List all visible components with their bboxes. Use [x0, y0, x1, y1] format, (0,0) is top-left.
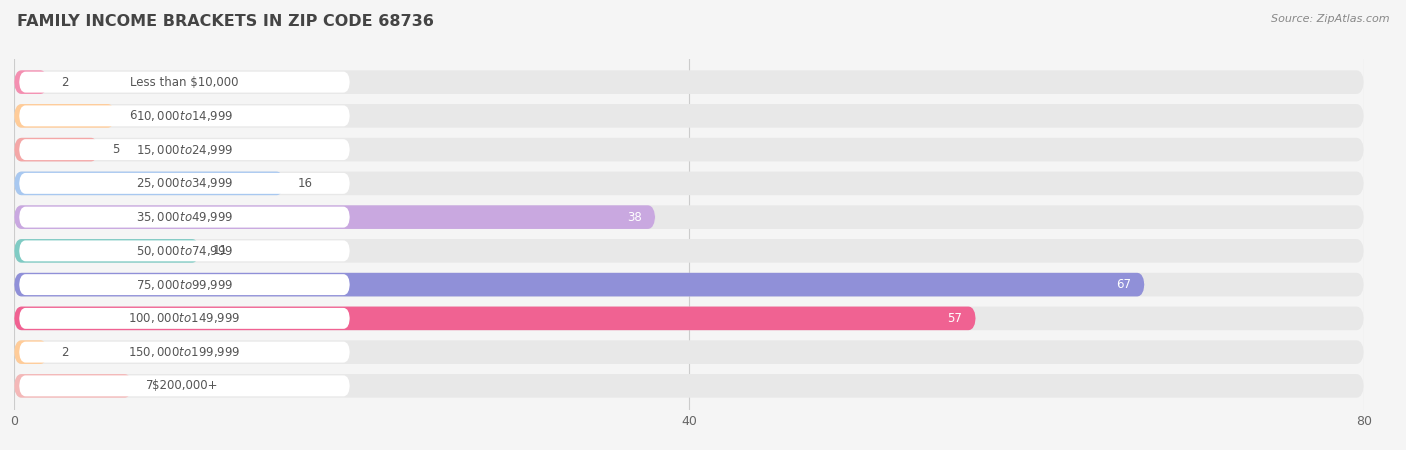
Text: $25,000 to $34,999: $25,000 to $34,999 [136, 176, 233, 190]
FancyBboxPatch shape [20, 308, 350, 329]
Text: $50,000 to $74,999: $50,000 to $74,999 [136, 244, 233, 258]
FancyBboxPatch shape [14, 306, 976, 330]
FancyBboxPatch shape [14, 273, 1144, 297]
FancyBboxPatch shape [20, 139, 350, 160]
FancyBboxPatch shape [14, 340, 1364, 364]
FancyBboxPatch shape [14, 104, 115, 128]
FancyBboxPatch shape [14, 70, 1364, 94]
FancyBboxPatch shape [20, 207, 350, 228]
Text: $35,000 to $49,999: $35,000 to $49,999 [136, 210, 233, 224]
FancyBboxPatch shape [14, 171, 1364, 195]
FancyBboxPatch shape [14, 306, 1364, 330]
FancyBboxPatch shape [14, 205, 655, 229]
Text: 6: 6 [129, 109, 136, 122]
Text: 2: 2 [62, 76, 69, 89]
Text: $100,000 to $149,999: $100,000 to $149,999 [128, 311, 240, 325]
FancyBboxPatch shape [14, 239, 200, 263]
FancyBboxPatch shape [20, 342, 350, 363]
FancyBboxPatch shape [14, 205, 1364, 229]
FancyBboxPatch shape [14, 104, 1364, 128]
Text: 2: 2 [62, 346, 69, 359]
FancyBboxPatch shape [20, 375, 350, 396]
FancyBboxPatch shape [20, 274, 350, 295]
Text: 57: 57 [948, 312, 962, 325]
Text: FAMILY INCOME BRACKETS IN ZIP CODE 68736: FAMILY INCOME BRACKETS IN ZIP CODE 68736 [17, 14, 433, 28]
Text: 7: 7 [146, 379, 153, 392]
FancyBboxPatch shape [14, 374, 1364, 398]
Text: $10,000 to $14,999: $10,000 to $14,999 [136, 109, 233, 123]
Text: $75,000 to $99,999: $75,000 to $99,999 [136, 278, 233, 292]
Text: $200,000+: $200,000+ [152, 379, 217, 392]
FancyBboxPatch shape [14, 138, 1364, 162]
Text: 67: 67 [1116, 278, 1130, 291]
Text: Less than $10,000: Less than $10,000 [131, 76, 239, 89]
Text: 38: 38 [627, 211, 641, 224]
Text: $15,000 to $24,999: $15,000 to $24,999 [136, 143, 233, 157]
FancyBboxPatch shape [14, 70, 48, 94]
FancyBboxPatch shape [14, 374, 132, 398]
FancyBboxPatch shape [20, 173, 350, 194]
Text: 16: 16 [298, 177, 312, 190]
FancyBboxPatch shape [20, 240, 350, 261]
Text: Source: ZipAtlas.com: Source: ZipAtlas.com [1271, 14, 1389, 23]
Text: 5: 5 [112, 143, 120, 156]
FancyBboxPatch shape [14, 239, 1364, 263]
FancyBboxPatch shape [14, 138, 98, 162]
Text: 11: 11 [214, 244, 228, 257]
FancyBboxPatch shape [14, 340, 48, 364]
FancyBboxPatch shape [14, 171, 284, 195]
FancyBboxPatch shape [20, 105, 350, 126]
Text: $150,000 to $199,999: $150,000 to $199,999 [128, 345, 240, 359]
FancyBboxPatch shape [14, 273, 1364, 297]
FancyBboxPatch shape [20, 72, 350, 93]
